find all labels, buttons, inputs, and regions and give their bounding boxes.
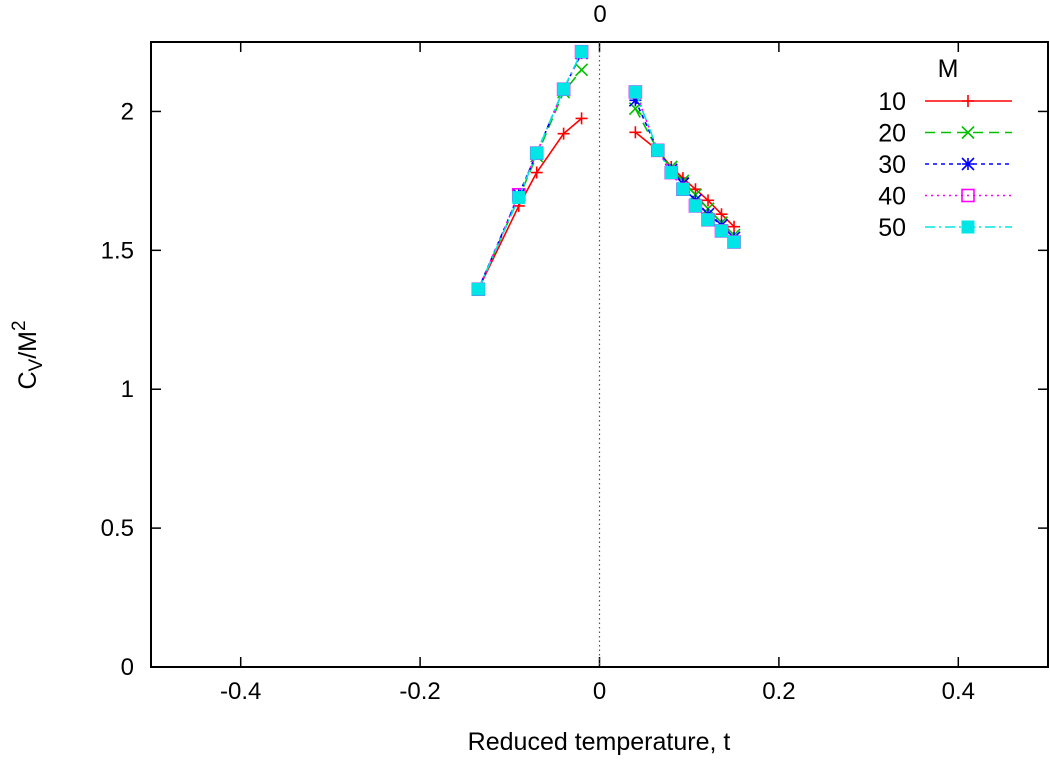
data-point-cross: [574, 63, 589, 77]
legend-title: M: [938, 55, 959, 83]
data-point-square-filled: [628, 85, 642, 99]
y-tick-label: 2: [121, 98, 134, 125]
data-point-cross: [961, 125, 975, 140]
x-tick-label: 0: [593, 678, 606, 705]
x-tick-label: -0.4: [220, 678, 261, 705]
y-tick-label: 1: [121, 376, 134, 403]
y-axis-title-middle: /M: [14, 331, 42, 359]
series-layer: [471, 44, 741, 297]
x-tick-label: -0.2: [399, 678, 440, 705]
data-point-asterisk: [961, 157, 975, 171]
top-axis-label: 0: [593, 1, 606, 28]
data-point-plus: [557, 127, 570, 140]
axis-ticks: -0.4 -0.2 0 0.2 0.4 0 0.5 1 1.5 2: [101, 42, 1048, 705]
data-point-square-filled: [961, 220, 975, 234]
y-axis-title: CV/M2: [9, 320, 47, 389]
data-point-square-filled: [557, 82, 571, 96]
data-point-asterisk: [628, 93, 642, 107]
legend-label: 40: [878, 183, 906, 211]
data-point-plus: [715, 208, 728, 221]
legend-label: 20: [878, 120, 906, 148]
y-axis-title-main: C: [14, 371, 42, 389]
data-point-square-filled: [530, 146, 544, 160]
legend-label: 10: [878, 88, 906, 116]
data-point-square-filled: [575, 45, 589, 59]
data-point-plus: [629, 126, 642, 139]
legend-label: 30: [878, 151, 906, 179]
series-50: [471, 45, 741, 296]
data-point-square-filled: [688, 199, 702, 213]
data-point-square-filled: [676, 182, 690, 196]
x-tick-label: 0.4: [942, 678, 975, 705]
data-point-square-filled: [651, 143, 665, 157]
data-point-plus: [728, 220, 741, 233]
data-point-plus: [702, 194, 715, 207]
y-tick-label: 0.5: [101, 515, 134, 542]
data-point-square-filled: [701, 213, 715, 227]
data-point-plus: [962, 95, 974, 107]
x-axis-title: Reduced temperature, t: [468, 728, 731, 756]
data-point-square-filled: [471, 282, 485, 296]
legend: M 10 20 30 40 50: [878, 55, 1012, 242]
data-point-plus: [575, 112, 588, 125]
x-tick-label: 0.2: [762, 678, 795, 705]
y-tick-label: 1.5: [101, 237, 134, 264]
legend-label: 50: [878, 214, 906, 242]
data-point-square-filled: [664, 166, 678, 180]
y-tick-label: 0: [121, 654, 134, 681]
data-point-square-filled: [512, 191, 526, 205]
data-point-plus: [530, 166, 543, 179]
y-axis-title-subscript: V: [26, 358, 47, 371]
y-axis-title-superscript: 2: [9, 320, 30, 331]
data-point-square-open: [961, 188, 975, 203]
data-point-square-filled: [727, 235, 741, 249]
data-point-square-filled: [714, 224, 728, 238]
